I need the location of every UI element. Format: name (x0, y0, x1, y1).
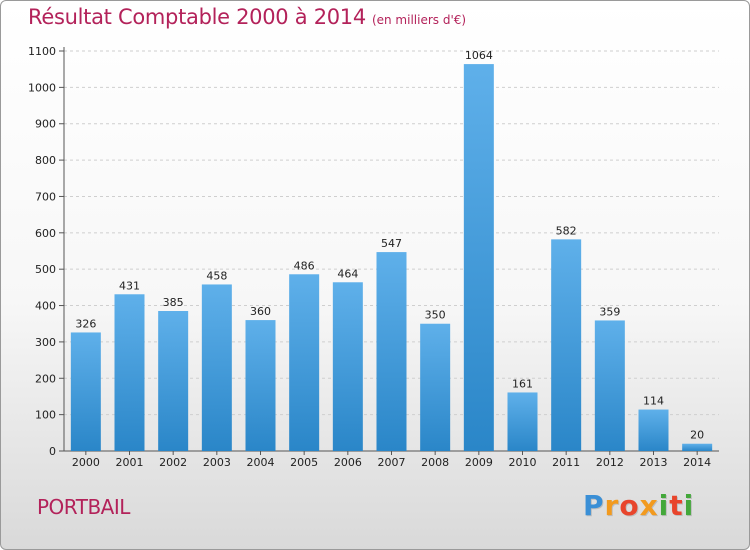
y-tick-label: 1000 (28, 81, 56, 94)
logo-letter: i (658, 489, 670, 522)
bar-2010 (507, 392, 538, 451)
x-tick-label-2000: 2000 (72, 456, 100, 469)
data-label-2011: 582 (556, 224, 577, 237)
y-tick-label: 0 (49, 445, 56, 458)
y-tick-label: 100 (35, 409, 56, 422)
x-tick-label-2013: 2013 (640, 456, 668, 469)
bar-2014 (682, 443, 713, 451)
y-tick-label: 700 (35, 190, 56, 203)
bar-2011 (551, 239, 582, 451)
bar-2012 (594, 320, 625, 451)
data-labels: 326 431 385 458 360 486 464 547 350 1064 161 582 359… (75, 49, 704, 442)
chart-title: Résultat Comptable 2000 à 2014 (en millie… (28, 5, 466, 29)
y-tick-label: 600 (35, 227, 56, 240)
y-tick-label: 300 (35, 336, 56, 349)
commune-name: PORTBAIL (37, 495, 130, 519)
bar-2006 (332, 282, 363, 451)
data-label-2000: 326 (75, 317, 96, 330)
chart-subtitle: (en milliers d'€) (371, 13, 467, 27)
x-tick-label-2003: 2003 (203, 456, 231, 469)
bar-2004 (245, 320, 276, 451)
logo-letter: i (683, 489, 695, 522)
bar-2009 (463, 64, 494, 451)
data-label-2005: 486 (294, 259, 315, 272)
logo-letter: r (604, 489, 620, 522)
y-tick-label: 900 (35, 118, 56, 131)
bar-2008 (420, 323, 451, 451)
x-tick-label-2012: 2012 (596, 456, 624, 469)
data-label-2002: 385 (163, 296, 184, 309)
bars (70, 64, 713, 451)
x-tick-label-2014: 2014 (683, 456, 711, 469)
x-tick-label-2008: 2008 (421, 456, 449, 469)
logo-letter: t (669, 489, 684, 522)
data-label-2010: 161 (512, 377, 533, 390)
logo-letter: o (619, 489, 640, 522)
x-tick-label-2001: 2001 (116, 456, 144, 469)
x-tick-label-2004: 2004 (247, 456, 275, 469)
proxiti-logo: Proxiti (583, 489, 694, 522)
logo-letter: x (639, 489, 659, 522)
x-tick-label-2005: 2005 (290, 456, 318, 469)
x-tick-label-2007: 2007 (378, 456, 406, 469)
x-tick-label-2002: 2002 (159, 456, 187, 469)
bar-2003 (201, 284, 232, 451)
data-label-2003: 458 (206, 269, 227, 282)
data-label-2001: 431 (119, 279, 140, 292)
x-tick-label-2009: 2009 (465, 456, 493, 469)
x-tick-label-2011: 2011 (552, 456, 580, 469)
logo-letter: P (583, 489, 605, 522)
data-label-2007: 547 (381, 237, 402, 250)
data-label-2006: 464 (337, 267, 358, 280)
chart-title-main: Résultat Comptable 2000 à 2014 (28, 5, 366, 29)
data-label-2013: 114 (643, 395, 664, 408)
bar-2005 (289, 274, 320, 451)
bar-2002 (158, 311, 189, 451)
y-axis-ticks: 0 100 200 300 400 500 600 700 800 900 1000 1100 (28, 45, 64, 458)
data-label-2008: 350 (425, 309, 446, 322)
y-tick-label: 500 (35, 263, 56, 276)
bar-2007 (376, 252, 407, 451)
data-label-2004: 360 (250, 305, 271, 318)
y-tick-label: 400 (35, 300, 56, 313)
x-tick-label-2010: 2010 (509, 456, 537, 469)
x-axis-ticks: 2000 2001 2002 2003 2004 2005 2006 2007 2008 2009… (72, 451, 711, 469)
bar-2013 (638, 409, 669, 451)
bar-2000 (70, 332, 101, 451)
bar-2001 (114, 294, 145, 451)
x-tick-label-2006: 2006 (334, 456, 362, 469)
data-label-2014: 20 (690, 429, 704, 442)
data-label-2009: 1064 (465, 49, 493, 62)
y-tick-label: 800 (35, 154, 56, 167)
y-tick-label: 200 (35, 372, 56, 385)
y-tick-label: 1100 (28, 45, 56, 58)
data-label-2012: 359 (599, 305, 620, 318)
